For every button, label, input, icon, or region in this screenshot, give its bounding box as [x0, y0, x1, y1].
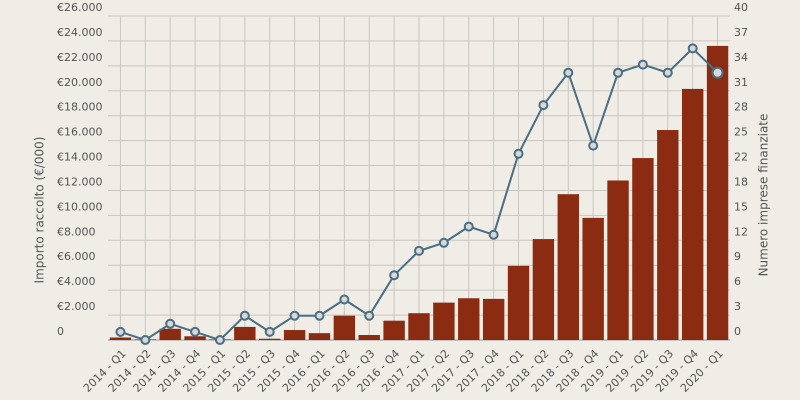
y2-tick-label: 34 — [734, 51, 748, 64]
bar — [657, 130, 679, 340]
bar — [582, 217, 604, 340]
y2-tick-label: 15 — [734, 200, 748, 213]
line-marker — [538, 100, 549, 111]
bar — [482, 298, 505, 340]
line-marker — [588, 140, 599, 151]
line-marker — [711, 66, 724, 79]
bar — [607, 180, 629, 340]
y-tick-label: €2.000 — [57, 300, 96, 313]
line-marker — [389, 270, 400, 281]
line-marker — [414, 245, 424, 256]
bar — [408, 313, 430, 340]
bar — [159, 328, 181, 340]
line-marker — [314, 310, 325, 321]
y2-tick-label: 6 — [734, 275, 741, 288]
y-tick-label: €10.000 — [57, 200, 103, 213]
y2-tick-label: 3 — [734, 300, 741, 313]
bar — [532, 239, 555, 340]
y2-tick-label: 25 — [734, 126, 748, 139]
y-axis-title: Importo raccolto (€/000) — [33, 137, 47, 284]
bar — [283, 330, 306, 340]
y2-tick-label: 28 — [734, 101, 748, 114]
line-marker — [662, 67, 673, 78]
line-marker — [613, 67, 624, 78]
y2-tick-label: 12 — [734, 225, 748, 238]
line-marker — [438, 237, 449, 248]
y-tick-label: €20.000 — [57, 76, 103, 89]
bar — [234, 326, 256, 340]
line-marker — [513, 148, 524, 159]
bar — [109, 337, 132, 340]
y-tick-label: €18.000 — [57, 101, 103, 114]
line-marker — [364, 310, 375, 321]
bar — [259, 338, 281, 340]
y2-tick-label: 9 — [734, 250, 741, 263]
line-marker — [563, 67, 574, 78]
line-marker — [140, 335, 151, 345]
y-tick-label: €8.000 — [57, 225, 96, 238]
bar — [458, 298, 480, 340]
y2-tick-label: 37 — [734, 26, 748, 39]
y-tick-label: 0 — [57, 325, 64, 338]
bar — [383, 320, 405, 340]
y-tick-label: €4.000 — [57, 275, 96, 288]
line-marker — [214, 335, 225, 345]
line-marker — [463, 221, 474, 232]
line-marker — [637, 59, 648, 70]
y-tick-label: €6.000 — [57, 250, 96, 263]
bar — [632, 158, 654, 340]
bar — [184, 336, 206, 340]
line-marker — [289, 310, 300, 321]
bar — [358, 335, 380, 340]
bar — [557, 194, 579, 340]
y2-tick-label: 40 — [734, 1, 748, 14]
line-marker — [488, 229, 499, 240]
y-tick-label: €26.000 — [57, 1, 103, 14]
bar — [433, 302, 455, 340]
line-marker — [339, 294, 350, 305]
y2-tick-label: 22 — [734, 151, 748, 164]
line-marker — [264, 326, 275, 337]
y-tick-label: €24.000 — [57, 26, 103, 39]
bar — [681, 88, 704, 341]
y-tick-label: €16.000 — [57, 126, 103, 139]
bar — [308, 333, 331, 340]
bar — [507, 265, 530, 340]
y2-tick-label: 18 — [734, 175, 748, 188]
y2-axis-title: Numero imprese finanziate — [757, 114, 771, 277]
y-tick-label: €12.000 — [57, 175, 103, 188]
line-marker — [687, 43, 698, 54]
line-marker — [190, 326, 201, 337]
y-tick-label: €14.000 — [57, 151, 103, 164]
y2-tick-label: 31 — [734, 76, 748, 89]
bar — [706, 45, 729, 341]
bar — [333, 315, 356, 340]
y-tick-label: €22.000 — [57, 51, 103, 64]
line-marker — [165, 318, 176, 329]
line-marker — [239, 310, 250, 321]
y2-tick-label: 0 — [734, 325, 741, 338]
line-marker — [115, 326, 126, 337]
